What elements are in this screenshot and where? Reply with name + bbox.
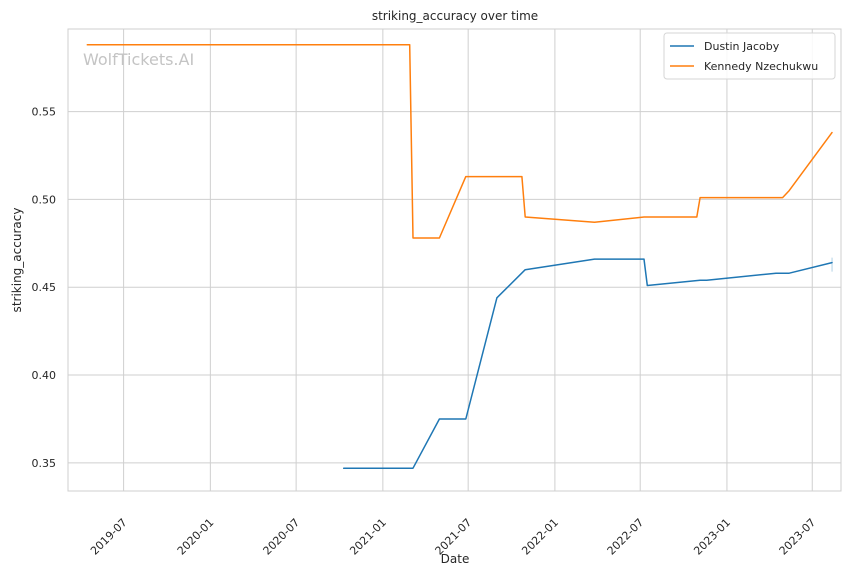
- y-tick-label: 0.40: [32, 369, 57, 382]
- series-line-1: [342, 258, 833, 469]
- y-axis-ticks: 0.35 0.40 0.45 0.50 0.55: [32, 106, 57, 470]
- legend-label: Kennedy Nzechukwu: [704, 60, 818, 73]
- grid: [68, 29, 841, 491]
- watermark: WolfTickets.AI: [83, 50, 194, 69]
- y-axis-label: striking_accuracy: [10, 208, 24, 313]
- y-tick-label: 0.35: [32, 457, 57, 470]
- y-tick-label: 0.45: [32, 281, 57, 294]
- y-tick-label: 0.55: [32, 106, 57, 119]
- plot-frame: [67, 28, 842, 492]
- legend-label: Dustin Jacoby: [704, 40, 780, 53]
- legend: Dustin Jacoby Kennedy Nzechukwu: [663, 32, 836, 80]
- series-lines: [86, 44, 833, 469]
- chart-title: striking_accuracy over time: [372, 9, 538, 23]
- legend-box: [663, 32, 836, 80]
- y-tick-label: 0.50: [32, 193, 57, 206]
- series-line-2: [86, 44, 833, 239]
- x-axis-label: Date: [441, 552, 470, 566]
